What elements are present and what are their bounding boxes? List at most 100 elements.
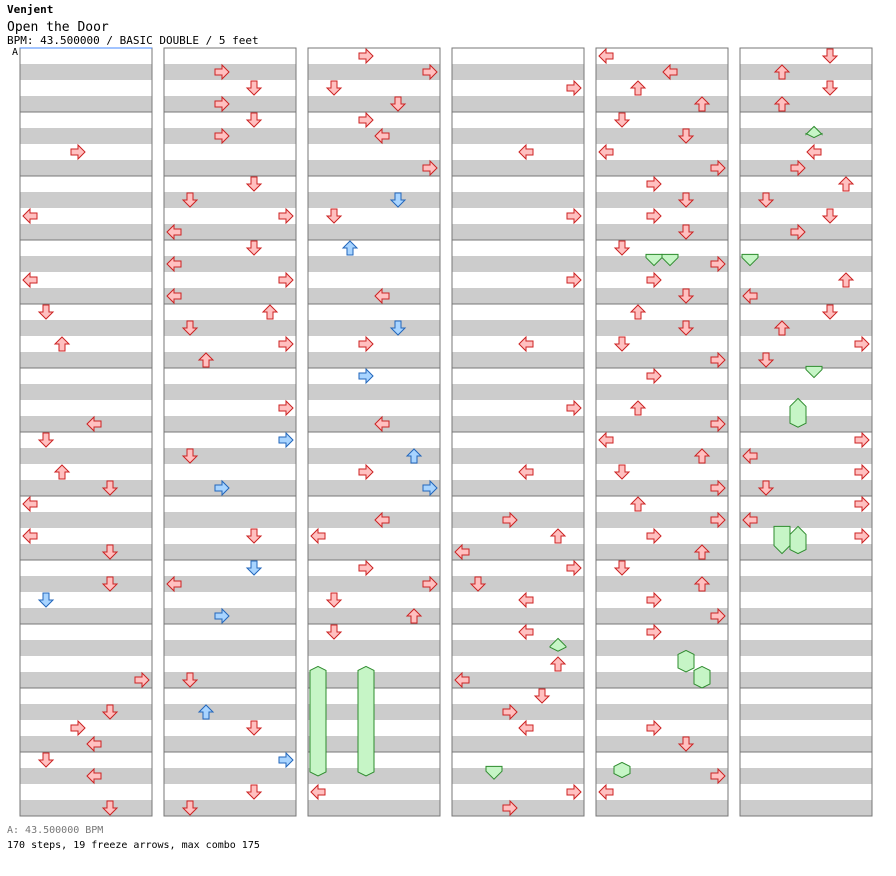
step-arrow — [677, 320, 695, 336]
step-arrow — [757, 352, 775, 368]
beat-stripe — [596, 144, 728, 160]
step-arrow — [566, 271, 582, 289]
step-arrow — [86, 767, 102, 785]
beat-stripe — [452, 176, 584, 192]
beat-stripe — [596, 256, 728, 272]
step-arrow — [693, 576, 711, 592]
step-arrow — [101, 480, 119, 496]
step-arrow — [405, 448, 423, 464]
beat-stripe — [308, 496, 440, 512]
beat-stripe — [20, 768, 152, 784]
beat-stripe — [740, 448, 872, 464]
beat-stripe — [308, 464, 440, 480]
step-arrow — [646, 207, 662, 225]
beat-stripe — [596, 576, 728, 592]
step-arrow — [245, 112, 263, 128]
step-arrow — [22, 207, 38, 225]
beat-stripe — [740, 720, 872, 736]
beat-stripe — [452, 352, 584, 368]
beat-stripe — [308, 368, 440, 384]
beat-stripe — [740, 464, 872, 480]
step-arrow — [854, 527, 870, 545]
beat-stripe — [452, 144, 584, 160]
step-arrow — [374, 415, 390, 433]
beat-stripe — [20, 576, 152, 592]
step-arrow — [37, 304, 55, 320]
song-title: Open the Door — [7, 20, 109, 35]
beat-stripe — [452, 464, 584, 480]
beat-stripe — [164, 688, 296, 704]
beat-stripe — [596, 80, 728, 96]
beat-stripe — [740, 144, 872, 160]
beat-stripe — [740, 656, 872, 672]
step-arrow — [374, 511, 390, 529]
beat-stripe — [740, 272, 872, 288]
step-arrow — [166, 575, 182, 593]
step-arrow — [325, 624, 343, 640]
beat-stripe — [20, 176, 152, 192]
step-arrow — [70, 143, 86, 161]
beat-stripe — [164, 240, 296, 256]
beat-stripe — [740, 208, 872, 224]
beat-stripe — [308, 624, 440, 640]
step-arrow — [166, 223, 182, 241]
beat-stripe — [740, 640, 872, 656]
beat-stripe — [596, 432, 728, 448]
beat-stripe — [308, 112, 440, 128]
beat-stripe — [308, 560, 440, 576]
beat-stripe — [740, 192, 872, 208]
beat-stripe — [596, 704, 728, 720]
step-arrow — [518, 143, 534, 161]
step-arrow — [358, 111, 374, 129]
step-arrow — [181, 448, 199, 464]
beat-stripe — [164, 64, 296, 80]
beat-stripe — [164, 464, 296, 480]
beat-stripe — [452, 640, 584, 656]
step-arrow — [166, 255, 182, 273]
beat-stripe — [164, 400, 296, 416]
step-arrow — [53, 464, 71, 480]
beat-stripe — [452, 240, 584, 256]
step-arrow — [101, 544, 119, 560]
beat-stripe — [452, 736, 584, 752]
step-arrow — [422, 575, 438, 593]
beat-stripe — [596, 640, 728, 656]
beat-stripe — [20, 160, 152, 176]
beat-stripe — [308, 448, 440, 464]
column-border — [595, 47, 729, 817]
beat-stripe — [740, 240, 872, 256]
step-arrow — [22, 527, 38, 545]
column-border — [307, 47, 441, 817]
step-arrow — [646, 591, 662, 609]
step-arrow — [742, 287, 758, 305]
beat-stripe — [596, 336, 728, 352]
beat-stripe — [20, 720, 152, 736]
beat-stripe — [308, 528, 440, 544]
beat-stripe — [20, 672, 152, 688]
beat-stripe — [164, 208, 296, 224]
beat-stripe — [308, 400, 440, 416]
beat-stripe — [596, 96, 728, 112]
beat-stripe — [20, 688, 152, 704]
step-arrow — [358, 335, 374, 353]
step-arrow — [101, 704, 119, 720]
beat-stripe — [452, 304, 584, 320]
beat-stripe — [596, 384, 728, 400]
step-arrow — [389, 320, 407, 336]
step-arrow — [166, 287, 182, 305]
step-arrow — [181, 320, 199, 336]
beat-stripe — [452, 592, 584, 608]
beat-stripe — [20, 224, 152, 240]
beat-stripe — [20, 368, 152, 384]
beat-stripe — [740, 768, 872, 784]
beat-stripe — [308, 352, 440, 368]
beat-stripe — [596, 528, 728, 544]
step-arrow — [197, 352, 215, 368]
beat-stripe — [164, 304, 296, 320]
step-arrow — [773, 96, 791, 112]
measure-column — [307, 47, 441, 817]
beat-stripe — [452, 496, 584, 512]
step-arrow — [773, 64, 791, 80]
beat-stripe — [740, 432, 872, 448]
beat-stripe — [308, 304, 440, 320]
